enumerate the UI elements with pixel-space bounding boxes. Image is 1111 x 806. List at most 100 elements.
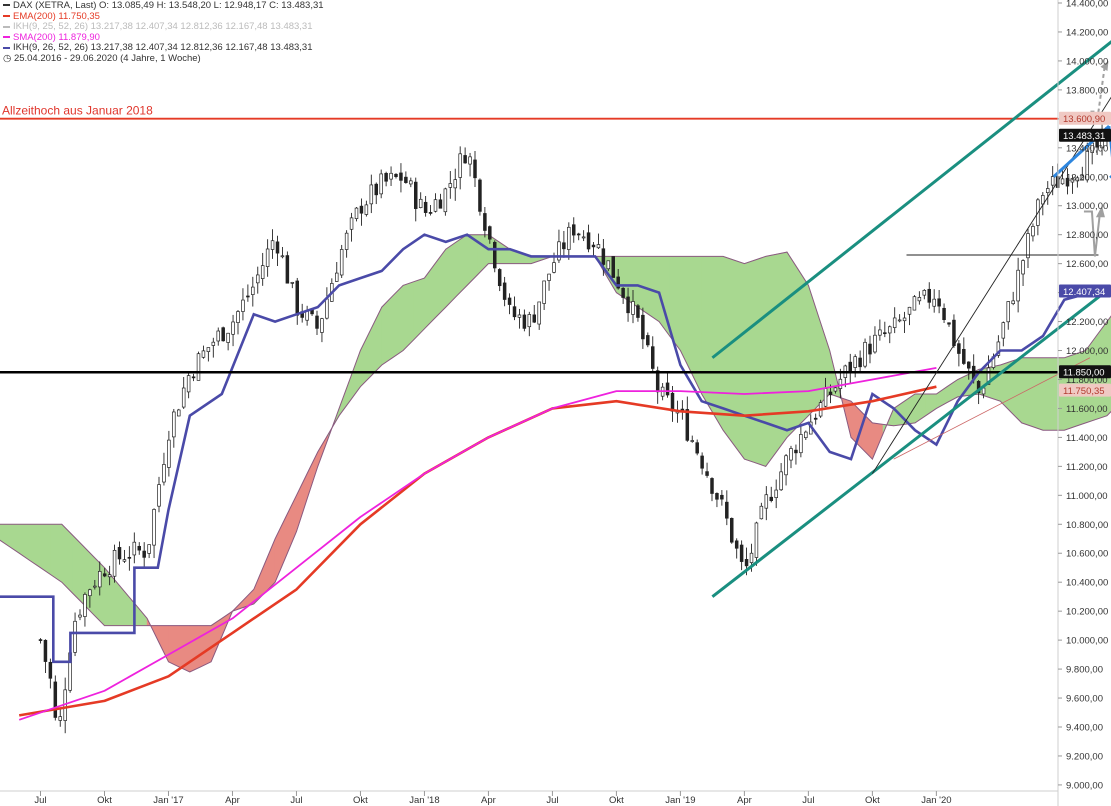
candle-body: [315, 315, 319, 329]
candle-body: [270, 240, 275, 250]
candle-body: [137, 545, 142, 551]
candle-body: [1080, 175, 1085, 180]
candle-body: [1006, 301, 1010, 323]
y-tick-label: 12.800,00: [1066, 230, 1108, 241]
candle-body: [172, 411, 176, 438]
candle-body: [591, 244, 596, 248]
grey-arrow-double-head: [1095, 205, 1105, 218]
candle-body: [700, 455, 704, 469]
candle-body: [789, 448, 793, 461]
candle-body: [878, 329, 882, 336]
candle-body: [458, 153, 462, 178]
candle-body: [448, 183, 453, 188]
candle-body: [335, 272, 339, 282]
candle-body: [379, 173, 383, 195]
cloud-segment: [776, 251, 788, 453]
candle-body: [260, 265, 265, 279]
cloud-segment: [285, 495, 297, 557]
candle-body: [567, 226, 571, 250]
price-label-close: 13.483,31: [1063, 131, 1105, 142]
legend: DAX (XETRA, Last) O: 13.085,49 H: 13.548…: [3, 0, 324, 65]
candle-body: [537, 301, 541, 325]
candle-body: [112, 549, 117, 577]
cloud-segment: [40, 523, 52, 576]
candle-body: [1026, 233, 1030, 259]
candle-body: [986, 367, 991, 385]
candle-body: [828, 391, 833, 396]
x-tick-label: Apr: [225, 795, 240, 806]
grey-arrow-up-head: [1100, 60, 1109, 72]
candle-body: [325, 298, 329, 319]
candle-body: [488, 226, 492, 240]
candle-body: [280, 255, 285, 258]
price-label-support: 11.850,00: [1063, 368, 1105, 379]
candle-body: [917, 297, 922, 302]
y-tick-label: 13.400,00: [1066, 143, 1108, 154]
x-tick-label: Okt: [353, 795, 368, 806]
candle-body: [1045, 188, 1050, 194]
candle-body: [256, 274, 260, 284]
y-tick-label: 11.200,00: [1066, 462, 1108, 473]
candle-body: [1050, 176, 1055, 186]
candle-body: [576, 233, 581, 236]
drawings: Allzeithoch aus Januar 2018: [0, 40, 1111, 598]
candle-body: [423, 201, 428, 213]
price-label-box-kijun: [1059, 284, 1111, 298]
candle-body: [626, 296, 630, 314]
candle-body: [507, 297, 512, 305]
candle-body: [186, 375, 191, 393]
candle-body: [517, 314, 522, 318]
y-tick-label: 14.000,00: [1066, 56, 1108, 67]
candle-body: [769, 496, 773, 501]
x-tick-label: Jul: [290, 795, 302, 806]
candle-body: [794, 449, 798, 454]
candle-body: [1085, 151, 1089, 181]
candle-body: [251, 286, 255, 295]
candle-body: [241, 299, 245, 312]
candle-body: [962, 348, 966, 364]
candle-body: [685, 409, 690, 441]
candle-body: [838, 378, 843, 389]
x-tick-label: Okt: [865, 795, 880, 806]
candle-body: [813, 417, 818, 420]
candle-body: [863, 341, 867, 367]
candle-body: [848, 361, 852, 372]
candle-body: [952, 319, 956, 346]
candle-body: [883, 332, 887, 335]
candle-body: [48, 661, 53, 679]
candle-body: [339, 249, 344, 276]
candle-body: [710, 478, 714, 494]
y-tick-label: 9.600,00: [1066, 694, 1103, 705]
x-tick-label: Apr: [737, 795, 752, 806]
candle-body: [725, 501, 729, 519]
candle-body: [142, 550, 146, 558]
legend-ikh1-text: IKH(9, 25, 52, 26) 13.217,38 12.407,34 1…: [13, 21, 313, 33]
candle-body: [285, 255, 290, 284]
y-tick-label: 13.200,00: [1066, 172, 1108, 183]
x-tick-label: Jan '18: [409, 795, 439, 806]
x-tick-label: Okt: [97, 795, 112, 806]
candle-body: [853, 356, 857, 368]
cloud-segment: [50, 523, 63, 583]
x-tick-label: Okt: [609, 795, 624, 806]
y-tick-label: 9.000,00: [1066, 780, 1103, 791]
candle-body: [695, 442, 699, 454]
x-tick-label: Jul: [802, 795, 814, 806]
y-tick-label: 10.000,00: [1066, 636, 1108, 647]
candle-body: [1070, 178, 1075, 183]
candle-body: [102, 573, 107, 577]
candle-body: [265, 248, 270, 267]
candle-body: [650, 346, 655, 369]
price-label-kijun: 12.407,34: [1063, 287, 1105, 298]
candle-body: [897, 319, 902, 322]
price-label-box-ema: [1059, 383, 1111, 397]
cloud-segment: [744, 259, 756, 464]
candle-body: [942, 307, 946, 321]
candle-body: [616, 276, 620, 289]
price-label-box-resistance: [1059, 111, 1111, 125]
candle-body: [414, 181, 418, 209]
grey-arrow-up: [1090, 68, 1106, 113]
cloud-segment: [434, 248, 447, 319]
